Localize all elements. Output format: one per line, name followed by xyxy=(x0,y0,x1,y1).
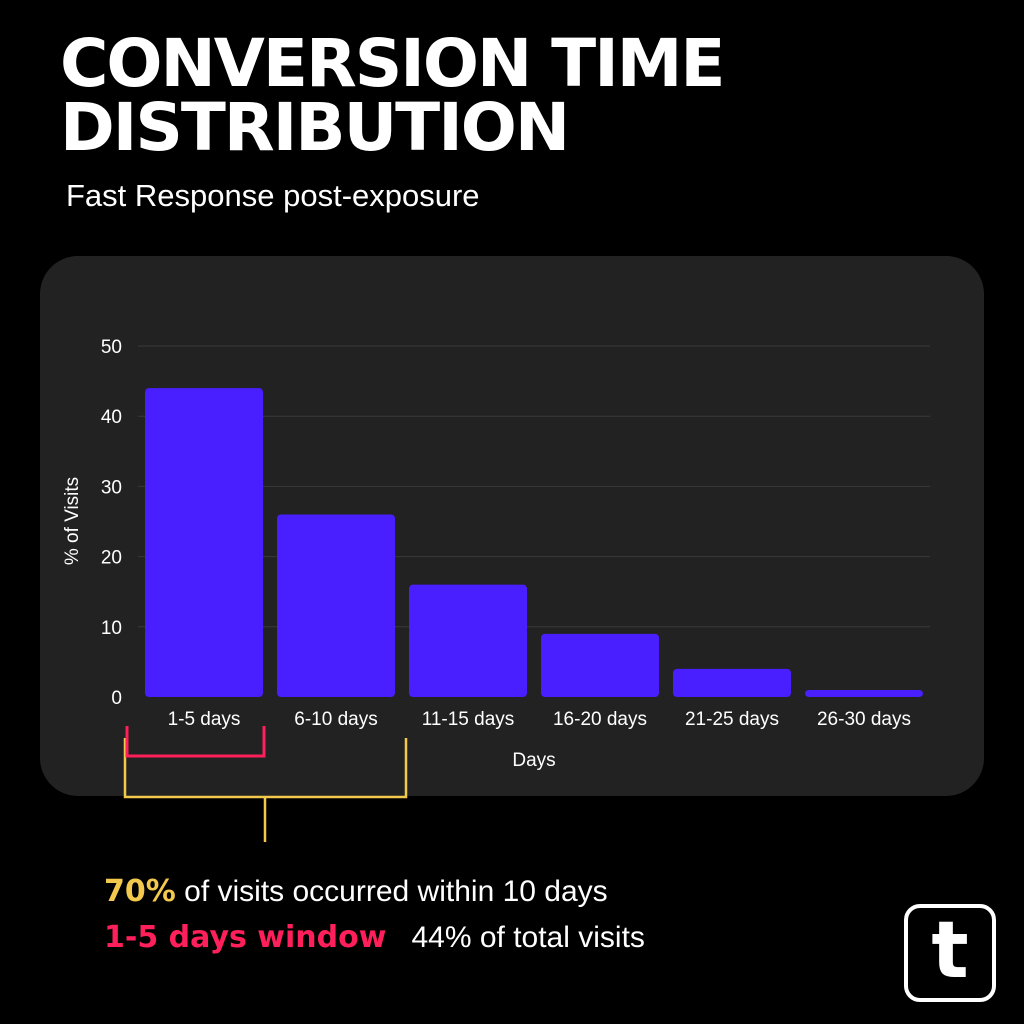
y-tick-label: 40 xyxy=(101,407,122,428)
summary-line-2-text: 44% of total visits xyxy=(411,921,645,954)
summary-line-2: 1-5 days window 44% of total visits xyxy=(104,920,645,955)
highlight-70-percent: 70% xyxy=(104,874,176,909)
summary-line-1: 70% of visits occurred within 10 days xyxy=(104,874,608,909)
title-line-1: CONVERSION TIME xyxy=(60,25,726,102)
y-tick-label: 30 xyxy=(101,477,122,498)
x-tick-label: 21-25 days xyxy=(685,709,779,730)
y-tick-label: 0 xyxy=(111,688,122,709)
bar xyxy=(805,689,923,697)
highlight-1-5-days-window: 1-5 days window xyxy=(104,920,387,955)
y-tick-label: 20 xyxy=(101,548,122,569)
x-tick-label: 1-5 days xyxy=(168,709,241,730)
t-logo-icon: t xyxy=(904,904,996,1002)
summary-line-1-text: of visits occurred within 10 days xyxy=(175,875,608,908)
chart-title: CONVERSION TIME DISTRIBUTION xyxy=(60,25,726,166)
bar-chart: 0 10 20 30 40 50 1-5 days 6-10 days 11-15 days 16… xyxy=(62,337,930,771)
chart-card: 0 10 20 30 40 50 1-5 days 6-10 days 11-15 days 16… xyxy=(40,256,984,796)
y-tick-label: 50 xyxy=(101,337,122,358)
chart-subtitle: Fast Response post-exposure xyxy=(66,178,480,213)
title-line-2: DISTRIBUTION xyxy=(60,89,570,166)
bar xyxy=(409,584,527,697)
y-axis-label: % of Visits xyxy=(62,477,83,565)
bar xyxy=(145,388,263,697)
x-tick-label: 16-20 days xyxy=(553,709,647,730)
x-tick-label: 26-30 days xyxy=(817,709,911,730)
x-axis-label: Days xyxy=(512,750,555,771)
bar xyxy=(673,668,791,697)
x-tick-label: 6-10 days xyxy=(294,709,377,730)
x-tick-label: 11-15 days xyxy=(422,709,515,730)
bar xyxy=(277,514,395,697)
bar xyxy=(541,633,659,697)
y-tick-label: 10 xyxy=(101,618,122,639)
logo-letter: t xyxy=(931,906,969,996)
